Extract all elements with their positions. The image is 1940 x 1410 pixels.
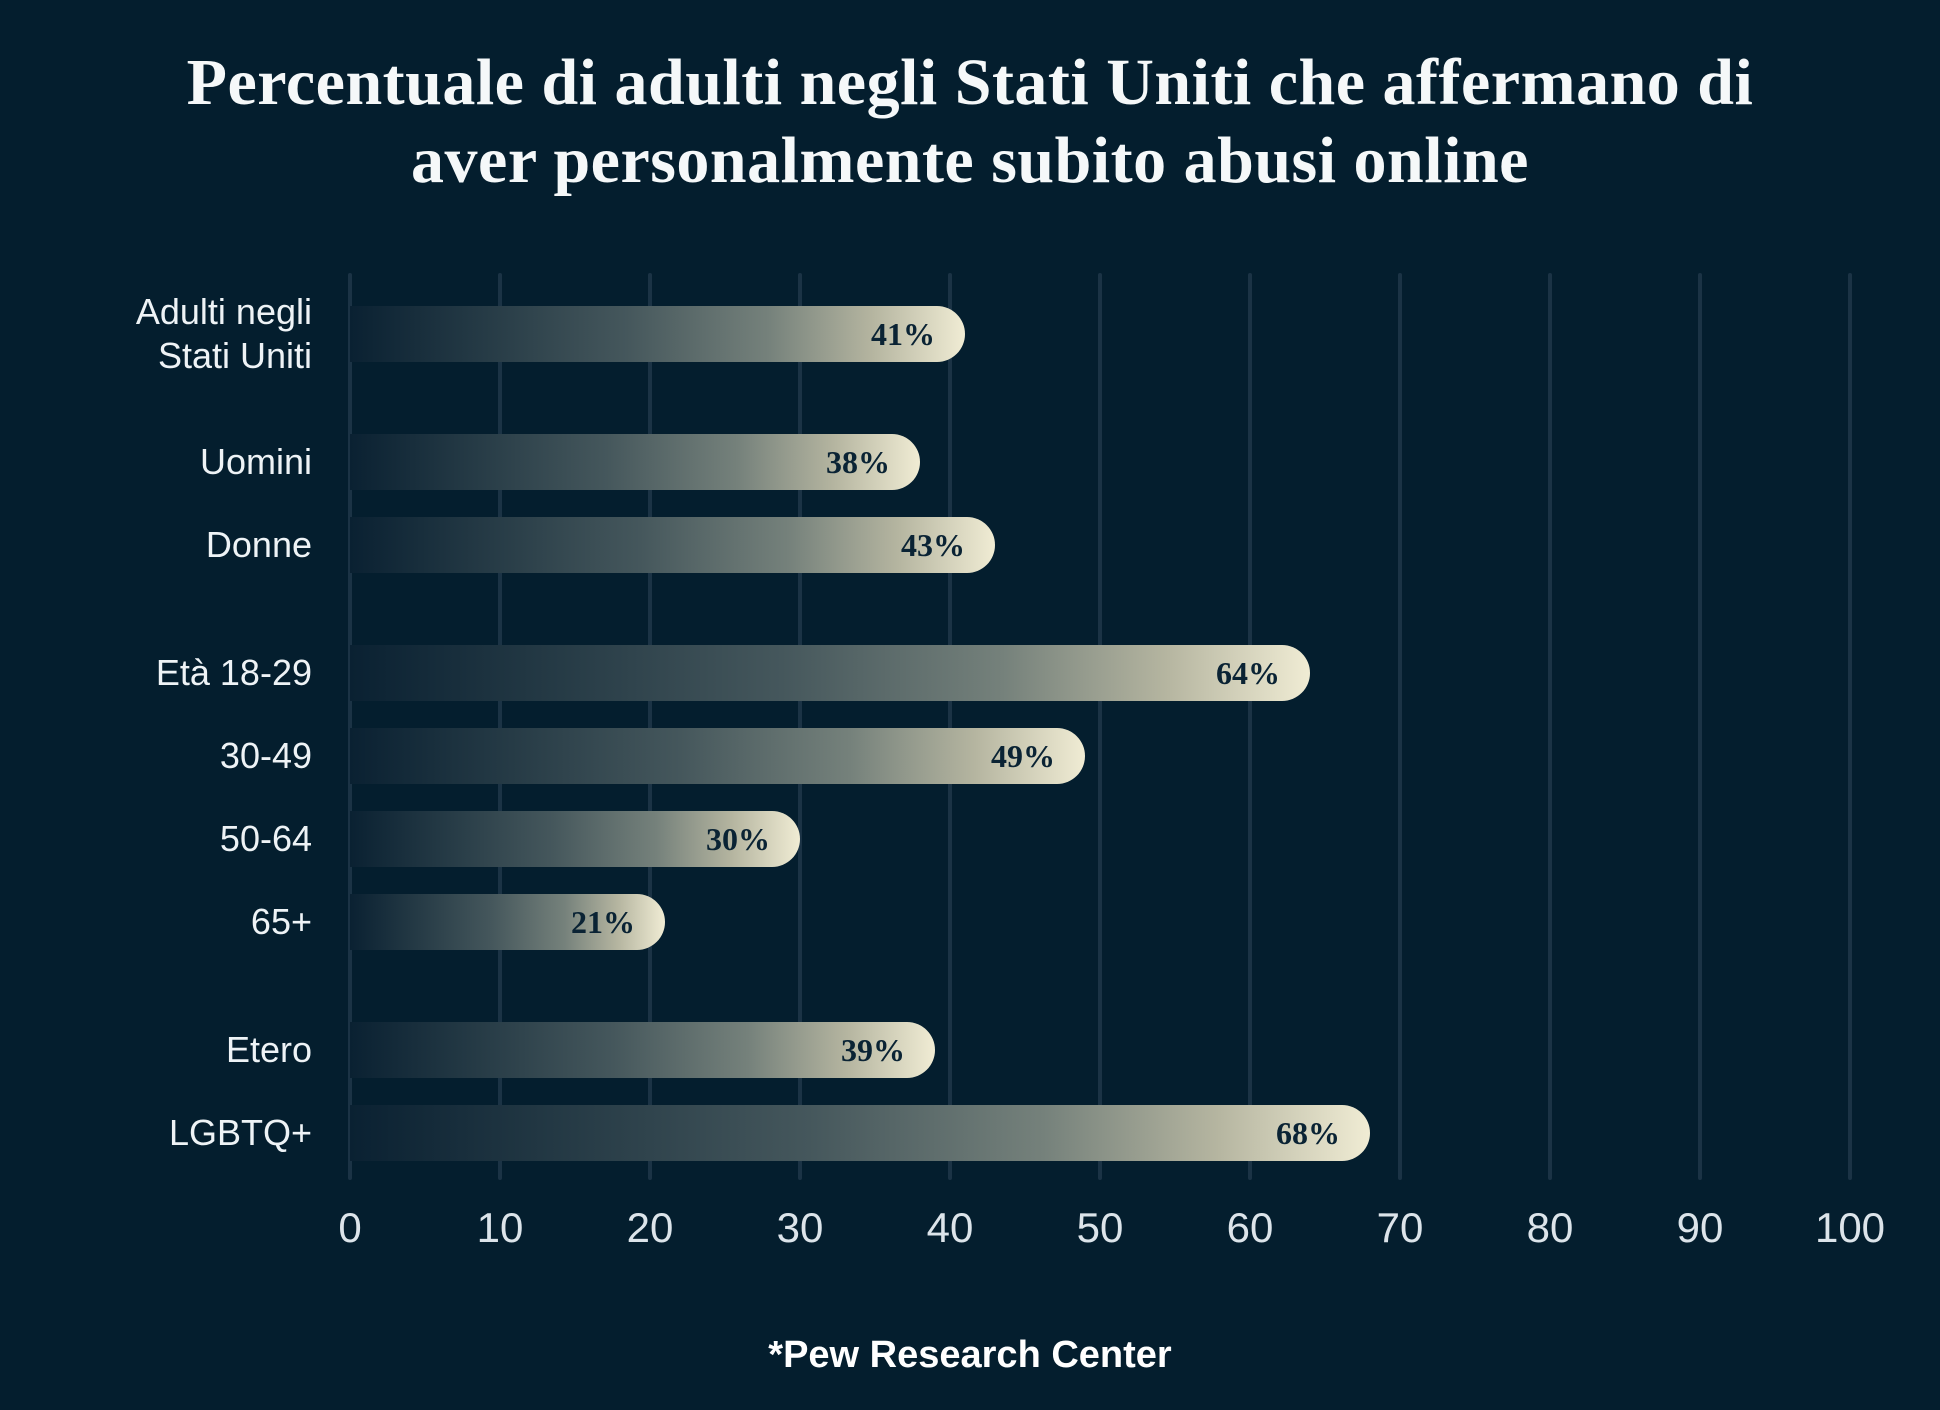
value-label: 38% (826, 443, 890, 480)
category-label: Donne (205, 524, 312, 566)
gridline (648, 273, 652, 1180)
x-tick-label: 50 (1076, 1204, 1124, 1251)
value-label: 68% (1276, 1114, 1340, 1151)
x-tick-label: 100 (1814, 1204, 1886, 1251)
bar: 43% (350, 517, 995, 573)
chart-title-line2: aver personalmente subito abusi online (411, 123, 1529, 197)
gridline (1248, 273, 1252, 1180)
value-label: 39% (841, 1031, 905, 1068)
x-tick-label: 30 (776, 1204, 824, 1251)
category-label: Età 18-29 (155, 652, 312, 694)
chart-title-line1: Percentuale di adulti negli Stati Uniti … (186, 46, 1754, 119)
gridline (498, 273, 502, 1180)
category-label: Adulti negli Stati Uniti (135, 291, 312, 376)
bar: 39% (350, 1022, 935, 1078)
x-tick-label: 80 (1526, 1204, 1574, 1251)
source-caption: *Pew Research Center (768, 1334, 1172, 1376)
x-tick-label: 60 (1226, 1204, 1274, 1251)
x-tick-label: 0 (338, 1204, 362, 1251)
category-label: 30-49 (219, 735, 312, 777)
chart-title: Percentuale di adulti negli Stati Uniti … (0, 44, 1940, 200)
value-label: 30% (706, 820, 770, 857)
bar: 30% (350, 811, 800, 867)
value-label: 41% (871, 315, 935, 352)
bar: 21% (350, 894, 665, 950)
gridline (348, 273, 352, 1180)
x-tick-label: 70 (1376, 1204, 1424, 1251)
x-tick-label: 90 (1676, 1204, 1724, 1251)
gridline (1698, 273, 1702, 1180)
gridline (1548, 273, 1552, 1180)
category-label: Uomini (199, 441, 312, 483)
x-tick-label: 20 (626, 1204, 674, 1251)
value-label: 64% (1216, 654, 1280, 691)
x-tick-label: 40 (926, 1204, 974, 1251)
value-label: 21% (571, 903, 635, 940)
bar: 41% (350, 306, 965, 362)
category-label: Etero (225, 1029, 312, 1071)
value-label: 43% (901, 526, 965, 563)
bar: 49% (350, 728, 1085, 784)
bar: 38% (350, 434, 920, 490)
value-label: 49% (991, 737, 1055, 774)
gridline (948, 273, 952, 1180)
gridline (1098, 273, 1102, 1180)
x-tick-label: 10 (476, 1204, 524, 1251)
gridline (1398, 273, 1402, 1180)
bar: 64% (350, 645, 1310, 701)
category-label: 50-64 (219, 818, 312, 860)
category-label: 65+ (250, 901, 312, 943)
category-label: LGBTQ+ (168, 1112, 312, 1154)
gridline (798, 273, 802, 1180)
bar: 68% (350, 1105, 1370, 1161)
gridline (1848, 273, 1852, 1180)
